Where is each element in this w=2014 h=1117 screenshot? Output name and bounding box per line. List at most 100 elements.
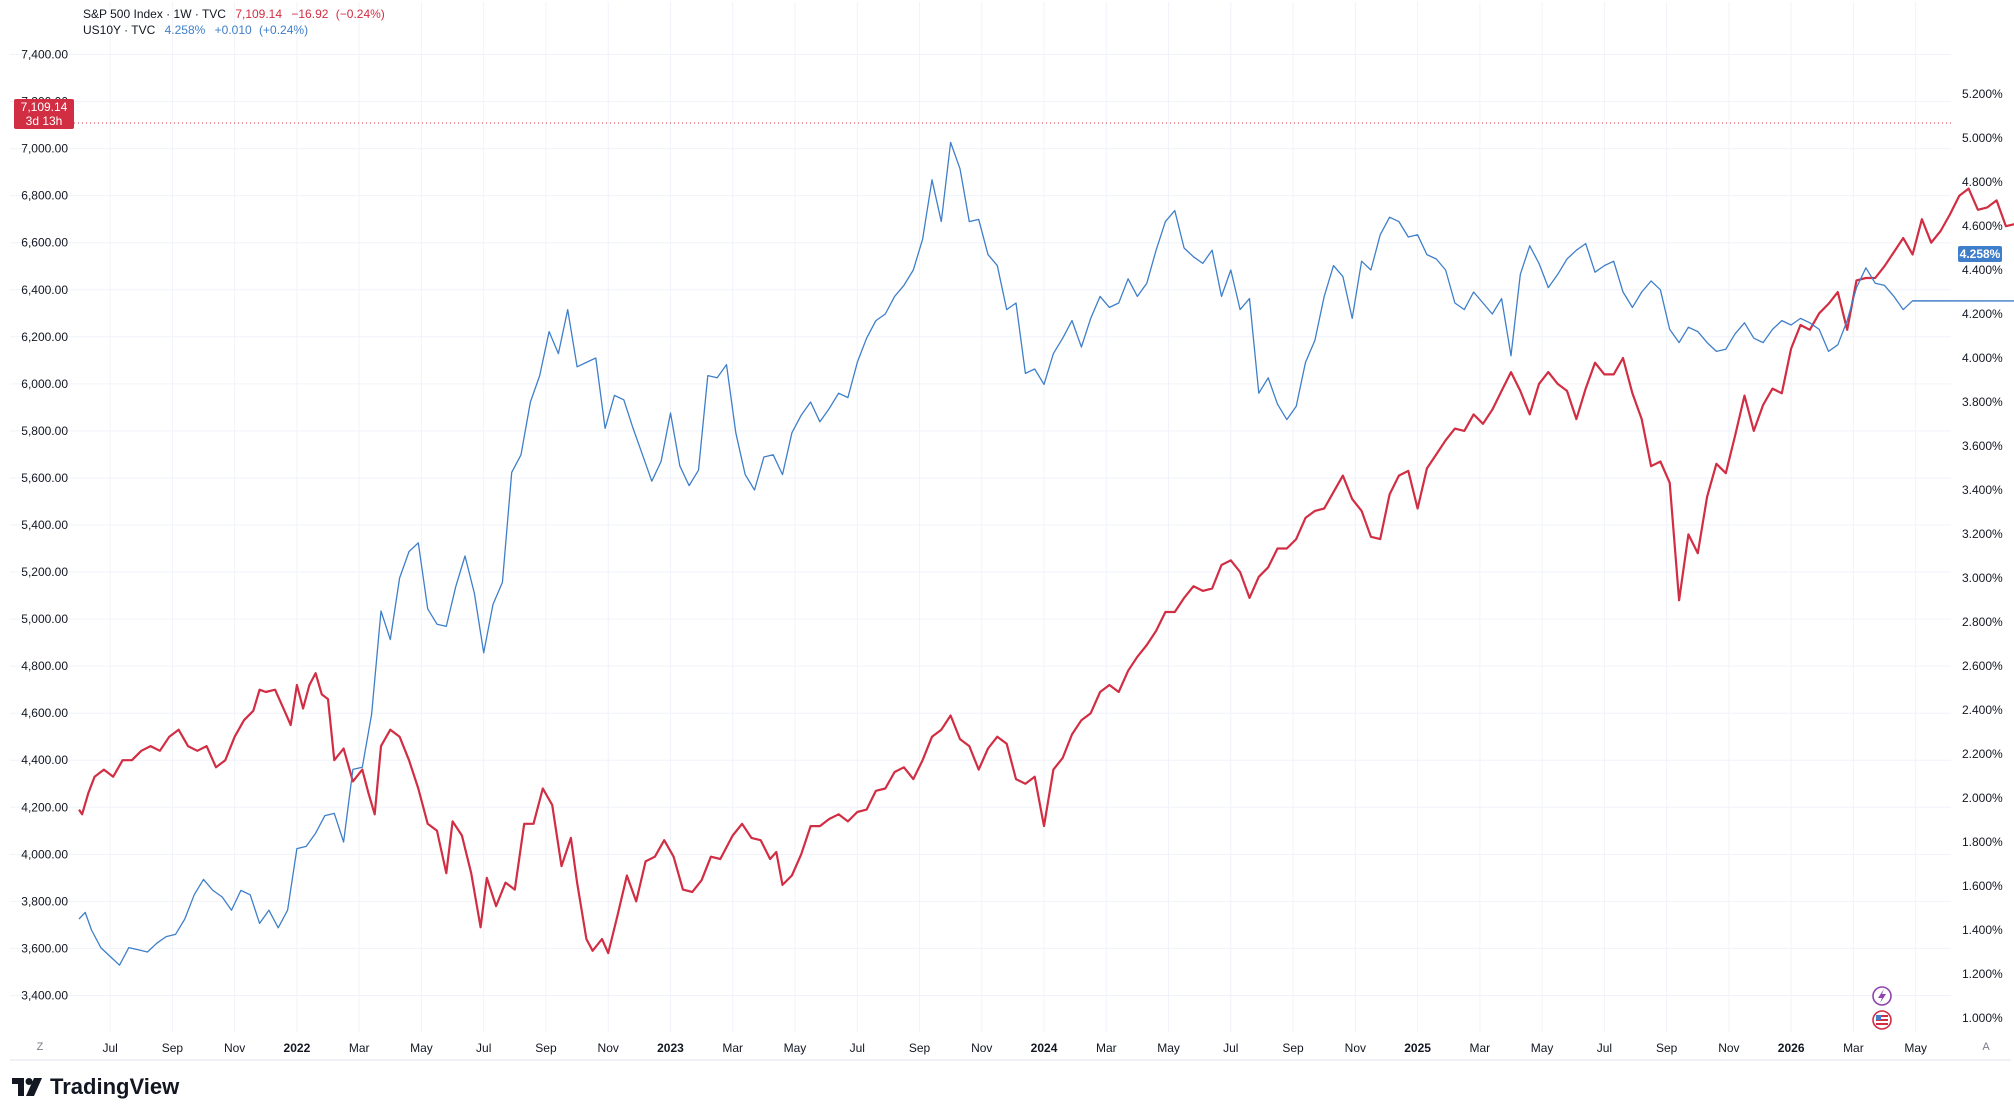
right-axis-tick-label: 4.600% — [1962, 219, 2003, 233]
right-axis-tick-label: 5.000% — [1962, 131, 2003, 145]
right-axis-tick-label: 4.800% — [1962, 175, 2003, 189]
time-axis-tick-label: Sep — [909, 1041, 931, 1055]
left-axis-tick-label: 4,800.00 — [21, 659, 68, 673]
time-axis-tick-label: Sep — [1282, 1041, 1304, 1055]
legend-us10y-change-pct: (+0.24%) — [259, 23, 309, 37]
left-axis-tick-label: 4,400.00 — [21, 753, 68, 767]
left-axis-tick-label: 3,600.00 — [21, 941, 68, 955]
left-axis-tick-label: 5,800.00 — [21, 424, 68, 438]
legend-spx-source: TVC — [201, 7, 226, 21]
tradingview-logo[interactable]: TradingView — [12, 1074, 179, 1100]
us10y-series-line[interactable] — [78, 141, 2014, 966]
time-axis-tick-label: Sep — [535, 1041, 557, 1055]
us10y-price-badge-value: 4.258% — [1960, 247, 2001, 261]
us-flag-icon[interactable] — [1872, 1010, 1892, 1030]
time-axis-tick-label: Sep — [1656, 1041, 1678, 1055]
right-axis-tick-label: 3.200% — [1962, 527, 2003, 541]
tradingview-logo-icon — [12, 1078, 42, 1096]
legend-spx-interval: 1W — [173, 7, 192, 21]
tradingview-logo-text: TradingView — [50, 1074, 180, 1099]
time-axis-tick-label: May — [410, 1041, 433, 1055]
right-axis-tick-label: 2.200% — [1962, 747, 2003, 761]
time-axis-tick-label: Sep — [162, 1041, 184, 1055]
time-axis-tick-label: May — [1157, 1041, 1180, 1055]
legend-spx[interactable]: S&P 500 Index · 1W · TVC 7,109.14 −16.92… — [83, 7, 385, 21]
left-axis-corner-label[interactable]: Z — [37, 1041, 44, 1053]
right-axis-tick-label: 3.800% — [1962, 395, 2003, 409]
left-axis-tick-label: 7,400.00 — [21, 48, 68, 62]
time-axis-tick-label: 2023 — [657, 1041, 684, 1055]
left-axis-tick-label: 3,400.00 — [21, 988, 68, 1002]
left-axis-tick-label: 5,600.00 — [21, 471, 68, 485]
chart-corner-icons: Z A — [37, 986, 1990, 1053]
time-axis-tick-label: Nov — [971, 1041, 992, 1055]
legend-us10y-name: US10Y — [83, 23, 121, 37]
time-axis-tick-label: 2026 — [1778, 1041, 1805, 1055]
left-axis-tick-label: 4,000.00 — [21, 847, 68, 861]
price-badges: 7,109.14 3d 13h 4.258% — [14, 99, 2002, 262]
spx-price-badge-value: 7,109.14 — [21, 100, 68, 114]
time-axis-tick-label: May — [1904, 1041, 1927, 1055]
left-axis-tick-label: 6,800.00 — [21, 189, 68, 203]
time-axis-tick-label: 2025 — [1404, 1041, 1431, 1055]
left-axis-tick-label: 4,600.00 — [21, 706, 68, 720]
left-axis-tick-label: 6,400.00 — [21, 283, 68, 297]
legend-us10y-source: TVC — [131, 23, 156, 37]
left-price-axis[interactable]: 3,400.00 3,600.00 3,800.00 4,000.00 4,200.00… — [21, 48, 68, 1003]
legend-us10y-last: 4.258% — [164, 23, 206, 37]
spx-price-badge — [14, 99, 74, 129]
right-axis-tick-label: 2.800% — [1962, 615, 2003, 629]
right-axis-corner-label[interactable]: A — [1982, 1041, 1990, 1053]
legend-spx-name: S&P 500 Index — [83, 7, 163, 21]
right-axis-tick-label: 1.400% — [1962, 923, 2003, 937]
right-axis-tick-label: 1.000% — [1962, 1011, 2003, 1025]
time-axis-tick-label: Jul — [1223, 1041, 1238, 1055]
right-axis-tick-label: 3.000% — [1962, 571, 2003, 585]
time-axis[interactable]: Jul Sep Nov 2022 Mar May Jul Sep Nov 2023 Mar May Ju… — [102, 1041, 1927, 1055]
legend-spx-last: 7,109.14 — [235, 7, 283, 21]
right-axis-tick-label: 5.200% — [1962, 87, 2003, 101]
right-axis-tick-label: 1.600% — [1962, 879, 2003, 893]
time-axis-tick-label: Jul — [476, 1041, 491, 1055]
left-axis-tick-label: 3,800.00 — [21, 894, 68, 908]
time-axis-tick-label: May — [784, 1041, 807, 1055]
legend-spx-change-pct: (−0.24%) — [335, 7, 385, 21]
time-axis-tick-label: 2024 — [1031, 1041, 1058, 1055]
spx-countdown: 3d 13h — [26, 114, 63, 128]
legend-spx-change: −16.92 — [291, 7, 329, 21]
series-layer — [74, 122, 2014, 966]
legend-us10y-sep: · — [120, 23, 132, 37]
right-axis-tick-label: 4.000% — [1962, 351, 2003, 365]
time-axis-tick-label: Mar — [722, 1041, 743, 1055]
right-price-axis[interactable]: 1.000% 1.200% 1.400% 1.600% 1.800% 2.000% 2.20… — [1962, 87, 2003, 1025]
left-axis-tick-label: 4,200.00 — [21, 800, 68, 814]
us10y-price-badge — [1958, 246, 2002, 262]
right-axis-tick-label: 4.200% — [1962, 307, 2003, 321]
legend-us10y[interactable]: US10Y · TVC 4.258% +0.010 (+0.24%) — [83, 23, 308, 37]
chart-canvas[interactable]: 3,400.00 3,600.00 3,800.00 4,000.00 4,200.00… — [0, 0, 2014, 1070]
left-axis-tick-label: 5,200.00 — [21, 565, 68, 579]
lightning-icon[interactable] — [1872, 986, 1892, 1006]
time-axis-tick-label: Jul — [850, 1041, 865, 1055]
right-axis-tick-label: 1.200% — [1962, 967, 2003, 981]
legend-spx-sep: · — [191, 7, 202, 21]
left-axis-tick-label: 5,000.00 — [21, 612, 68, 626]
right-axis-tick-label: 4.400% — [1962, 263, 2003, 277]
time-axis-tick-label: Mar — [1843, 1041, 1864, 1055]
time-axis-tick-label: Jul — [1597, 1041, 1612, 1055]
right-axis-tick-label: 3.600% — [1962, 439, 2003, 453]
time-axis-tick-label: Mar — [1470, 1041, 1491, 1055]
time-axis-tick-label: Nov — [1718, 1041, 1739, 1055]
time-axis-tick-label: Mar — [1096, 1041, 1117, 1055]
time-axis-tick-label: 2022 — [284, 1041, 311, 1055]
left-axis-tick-label: 5,400.00 — [21, 518, 68, 532]
time-axis-tick-label: Mar — [349, 1041, 370, 1055]
time-axis-tick-label: May — [1531, 1041, 1554, 1055]
time-axis-tick-label: Nov — [1345, 1041, 1366, 1055]
legend-us10y-change: +0.010 — [214, 23, 252, 37]
right-axis-tick-label: 2.400% — [1962, 703, 2003, 717]
left-axis-tick-label: 6,200.00 — [21, 330, 68, 344]
right-axis-tick-label: 2.600% — [1962, 659, 2003, 673]
time-axis-tick-label: Nov — [224, 1041, 245, 1055]
right-axis-tick-label: 2.000% — [1962, 791, 2003, 805]
